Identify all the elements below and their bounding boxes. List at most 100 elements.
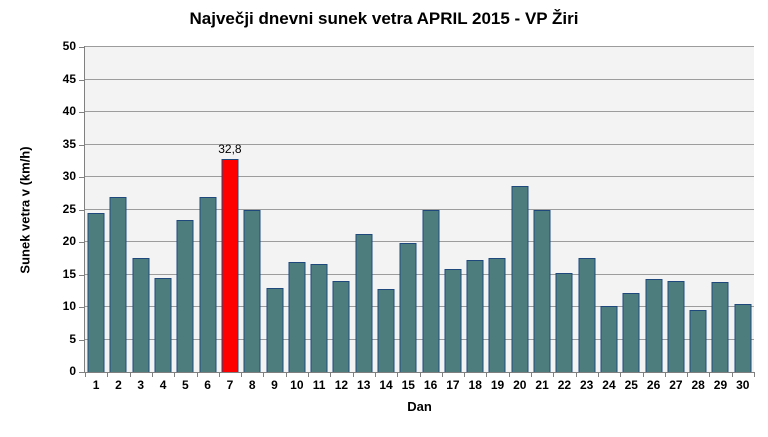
bar-day-12: [332, 281, 350, 372]
x-axis-line: [80, 372, 755, 373]
gridline: [85, 241, 754, 242]
gridline: [85, 338, 754, 340]
y-tick-mark: [79, 177, 84, 178]
bar-slot: [531, 47, 553, 372]
x-tick-label: 2: [115, 378, 122, 392]
x-tick-mark: [129, 373, 131, 377]
y-tick-label: 20: [62, 234, 76, 248]
bar-slot: [174, 47, 196, 372]
bar-day-13: [355, 234, 373, 372]
bar-day-16: [422, 209, 440, 372]
x-tick-label: 9: [271, 378, 278, 392]
bar-day-14: [377, 289, 395, 372]
x-tick-mark: [508, 373, 510, 377]
y-tick-label: 50: [62, 39, 76, 53]
bar-slot: [263, 47, 285, 372]
gridline: [85, 111, 754, 112]
plot-area: 32,8: [85, 46, 754, 372]
x-tick-mark: [642, 373, 644, 377]
x-tick-mark: [397, 373, 399, 377]
x-tick-mark: [709, 373, 711, 377]
bar-day-19: [488, 257, 506, 372]
y-tick-label: 30: [62, 169, 76, 183]
y-tick-label: 25: [62, 201, 76, 216]
x-tick-label: 19: [490, 378, 505, 392]
x-tick-mark: [308, 373, 309, 377]
x-tick-mark: [441, 373, 443, 377]
bar-slot: [419, 47, 441, 372]
bar-day-1: [87, 212, 105, 372]
bar-slot: [553, 47, 575, 372]
gridline: [85, 208, 754, 210]
y-tick-mark: [79, 242, 84, 243]
x-tick-label: 13: [357, 378, 371, 392]
bar-day-9: [266, 287, 284, 372]
y-tick-mark: [79, 307, 84, 308]
x-tick-label: 5: [181, 378, 189, 392]
x-tick-label: 11: [312, 378, 326, 392]
gridline: [85, 306, 754, 307]
bar-day-11: [310, 264, 328, 372]
gridline: [85, 78, 754, 80]
bar-slot: [375, 47, 397, 372]
y-tick-label: 10: [62, 299, 76, 313]
x-tick-label: 12: [334, 378, 349, 392]
gridline: [85, 143, 754, 145]
bar-day-10: [288, 262, 306, 372]
y-tick-mark: [79, 79, 84, 81]
x-tick-mark: [731, 373, 733, 377]
bar-day-21: [533, 210, 551, 372]
bar-slot: [732, 47, 754, 372]
x-tick-label: 6: [204, 378, 211, 392]
y-tick-label: 35: [62, 136, 76, 151]
x-tick-mark: [241, 373, 243, 377]
x-tick-mark: [85, 373, 86, 377]
bar-day-18: [466, 259, 484, 372]
bar-series: 32,8: [85, 47, 754, 372]
bar-day-29: [711, 282, 729, 372]
x-tick-mark: [664, 373, 666, 377]
x-tick-mark: [374, 373, 376, 377]
x-tick-mark: [687, 373, 689, 377]
x-tick-mark: [174, 373, 176, 377]
x-axis-title: Dan: [407, 399, 432, 414]
x-tick-mark: [419, 373, 421, 377]
y-axis-line: [84, 46, 85, 373]
bar-slot: [196, 47, 218, 372]
bar-slot: [665, 47, 687, 372]
x-tick-label: 18: [468, 378, 482, 392]
bar-slot: [353, 47, 375, 372]
x-tick-label: 28: [691, 378, 705, 392]
y-tick-label: 0: [69, 364, 76, 378]
bar-slot: [620, 47, 642, 372]
x-tick-mark: [597, 373, 599, 377]
bar-day-20: [511, 186, 529, 372]
bar-slot: 32,8: [218, 47, 242, 372]
x-tick-label: 29: [713, 378, 728, 392]
bar-slot: [85, 47, 107, 372]
x-tick-label: 4: [159, 378, 167, 392]
bar-day-8: [243, 209, 261, 372]
y-tick-mark: [79, 372, 84, 373]
bar-day-4: [154, 278, 172, 372]
x-tick-mark: [575, 373, 577, 377]
bar-slot: [687, 47, 709, 372]
y-tick-mark: [79, 209, 84, 211]
bar-slot: [107, 47, 129, 372]
y-tick-label: 5: [69, 331, 76, 346]
y-axis-tick-labels: 0 5 10 15 20 25 30 35 40 45 50: [0, 39, 76, 378]
y-tick-label: 45: [62, 71, 76, 86]
x-tick-mark: [486, 373, 488, 377]
x-tick-label: 22: [557, 378, 572, 392]
bar-day-22: [555, 273, 573, 372]
x-tick-mark: [754, 373, 755, 377]
x-tick-mark: [352, 373, 354, 377]
y-tick-mark: [79, 112, 84, 113]
x-tick-mark: [218, 373, 220, 377]
bar-day-3: [132, 257, 150, 372]
x-tick-label: 27: [669, 378, 683, 392]
y-tick-mark: [79, 47, 84, 48]
x-axis-tick-labels: 1 2 3 4 5 6 7 8 9 10 11 12 13 14 15 16 17 18 19 20 21 22 23 24 2…: [85, 378, 754, 394]
bar-day-24: [600, 305, 618, 372]
